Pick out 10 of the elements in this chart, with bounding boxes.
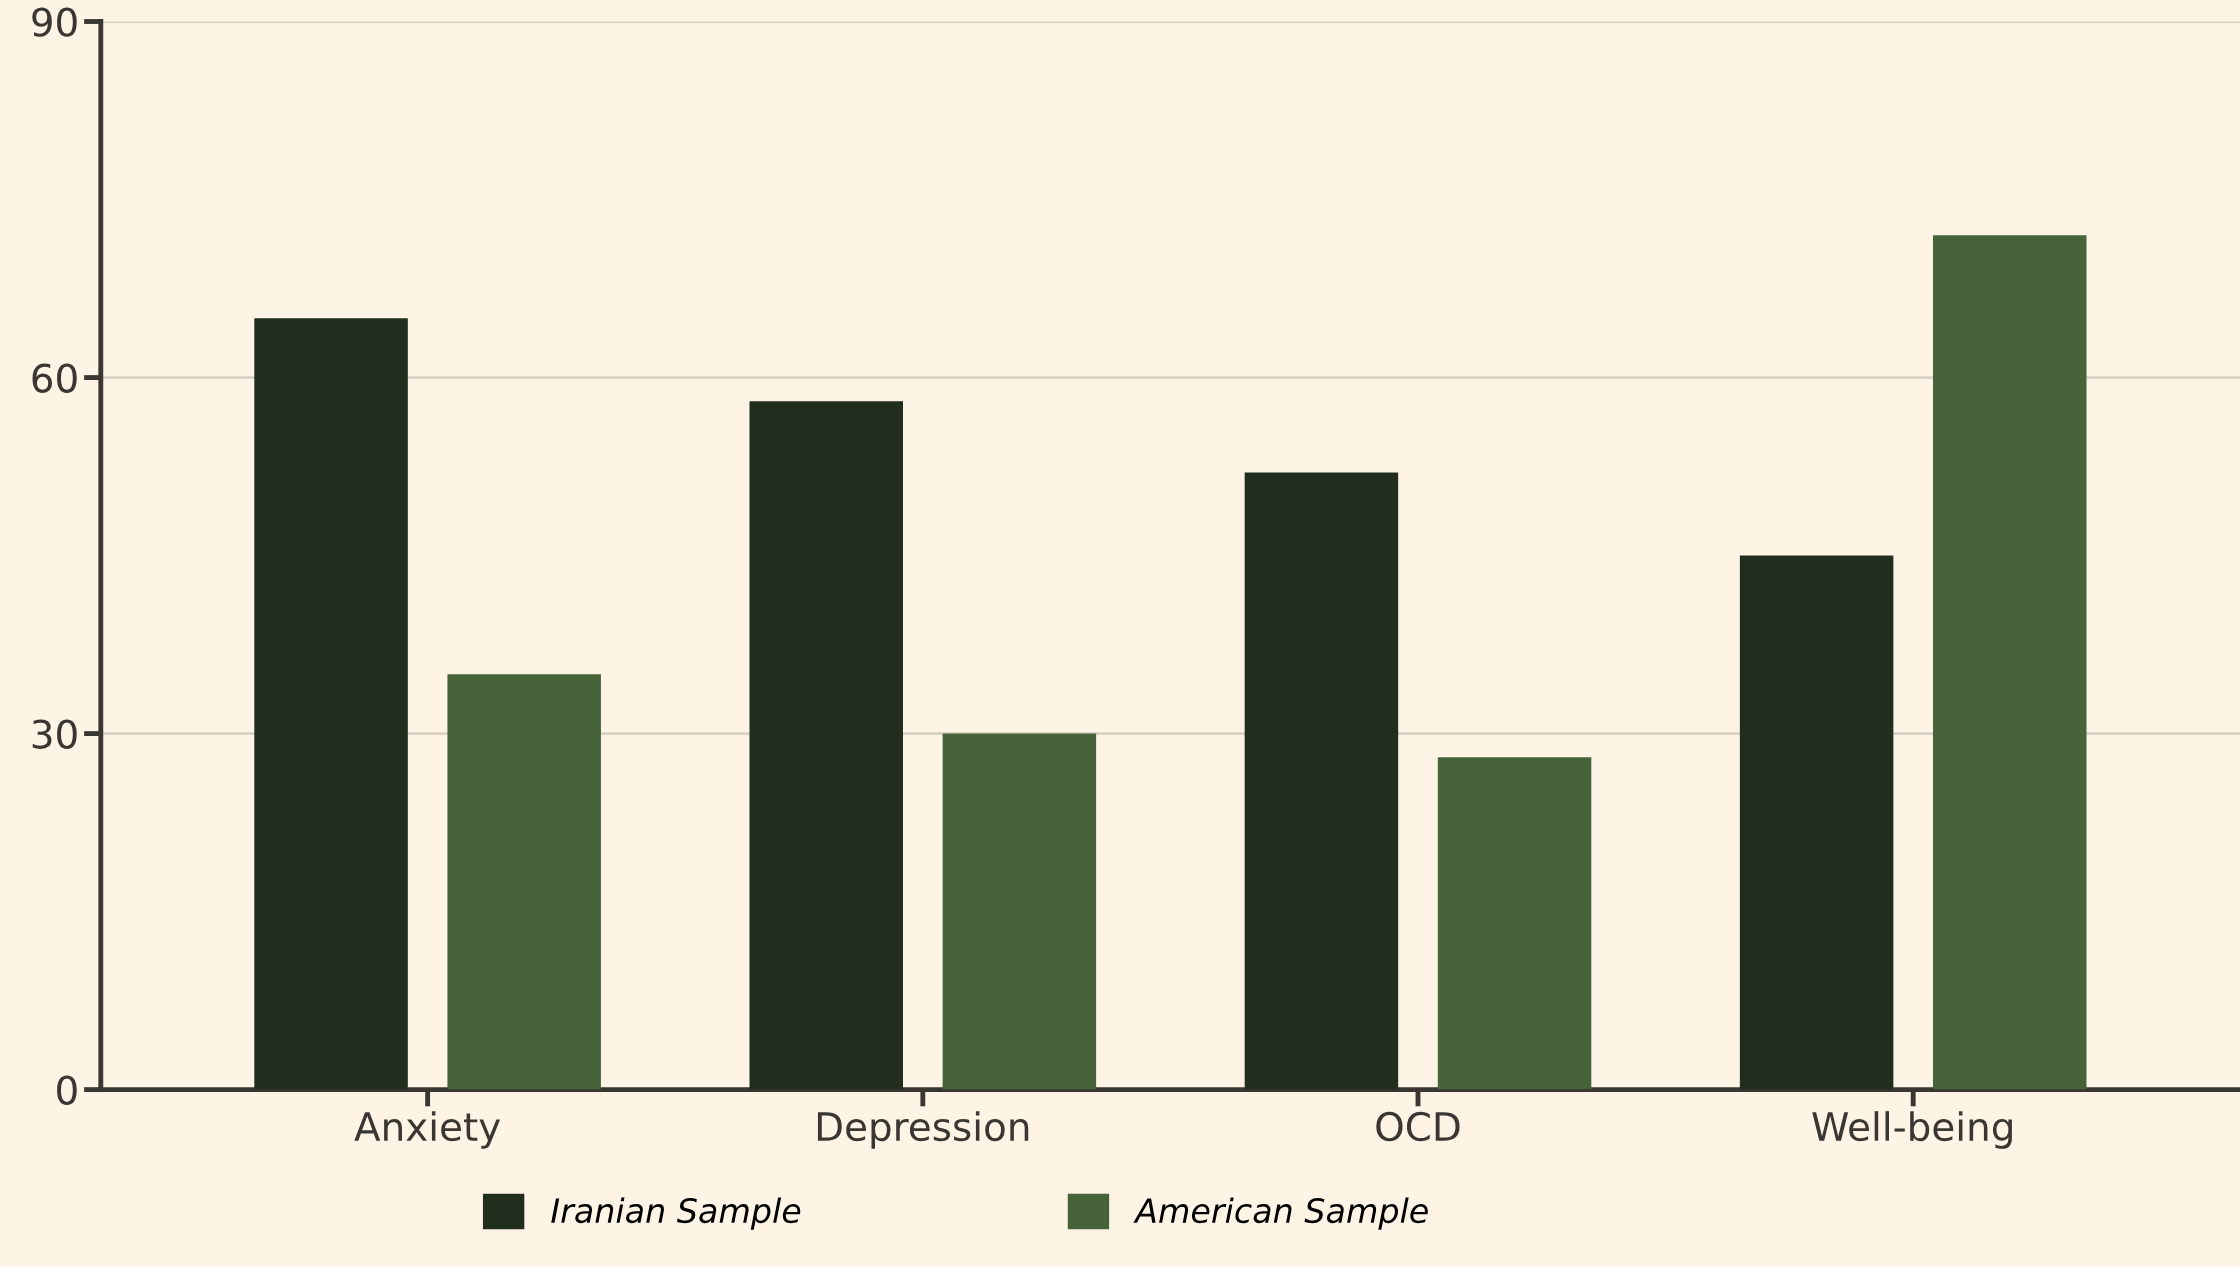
x-tick-label: OCD bbox=[1376, 1111, 1460, 1142]
y-tick-label: 90 bbox=[32, 7, 77, 37]
x-tick-label: Depression bbox=[817, 1111, 1029, 1149]
legend-label: American Sample bbox=[1133, 1197, 1428, 1230]
y-tick-label: 30 bbox=[32, 719, 77, 749]
y-tick-label: 0 bbox=[57, 1075, 77, 1105]
y-tick-label: 60 bbox=[32, 363, 77, 393]
legend-label: Iranian Sample bbox=[551, 1197, 801, 1230]
x-tick-label: Well-being bbox=[1812, 1111, 2012, 1149]
x-tick-label: Anxiety bbox=[354, 1111, 501, 1149]
